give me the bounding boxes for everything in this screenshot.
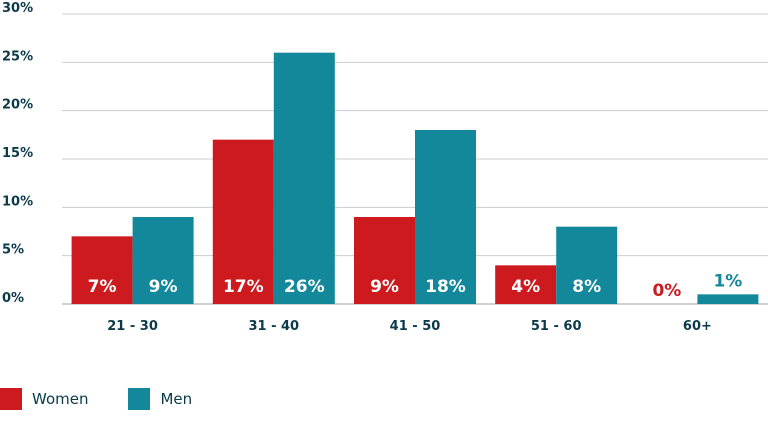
data-label: 26%	[284, 277, 325, 297]
y-tick-label: 30%	[2, 1, 33, 16]
bar-chart: 0% 5% 10% 15% 20% 25% 30% 7% 9% 21 - 30 17% 26% 31 -…	[2, 1, 768, 334]
legend-label-women: Women	[32, 390, 89, 408]
data-label: 0%	[652, 281, 681, 301]
x-tick-label: 31 - 40	[248, 319, 299, 334]
data-label: 8%	[572, 277, 601, 297]
x-tick-label: 41 - 50	[390, 319, 441, 334]
bar	[71, 236, 133, 304]
x-tick-label: 21 - 30	[107, 319, 158, 334]
legend-swatch-men	[128, 388, 151, 410]
bar	[354, 217, 415, 304]
y-tick-label: 5%	[2, 243, 24, 258]
y-tick-label: 10%	[2, 194, 33, 209]
bar	[415, 130, 476, 304]
data-label: 17%	[223, 277, 264, 297]
legend: Women Men	[0, 388, 232, 410]
legend-item-men: Men	[128, 388, 192, 410]
y-tick-label: 15%	[2, 146, 33, 161]
x-tick-label: 60+	[683, 319, 712, 334]
bar	[556, 226, 618, 304]
y-tick-label: 25%	[2, 49, 33, 64]
data-label: 9%	[149, 277, 178, 297]
data-label: 4%	[511, 277, 540, 297]
bar	[132, 217, 194, 304]
legend-swatch-women	[0, 388, 22, 410]
y-tick-label: 20%	[2, 98, 33, 113]
data-label: 9%	[370, 277, 399, 297]
bar	[273, 52, 335, 304]
legend-item-women: Women	[0, 388, 88, 410]
legend-label-men: Men	[160, 390, 193, 408]
bar	[697, 294, 759, 304]
y-tick-label: 0%	[2, 291, 24, 306]
bar	[495, 265, 557, 304]
bar	[212, 139, 274, 304]
x-tick-label: 51 - 60	[531, 319, 582, 334]
data-label: 7%	[88, 277, 117, 297]
data-label: 1%	[713, 271, 742, 291]
data-label: 18%	[425, 277, 466, 297]
